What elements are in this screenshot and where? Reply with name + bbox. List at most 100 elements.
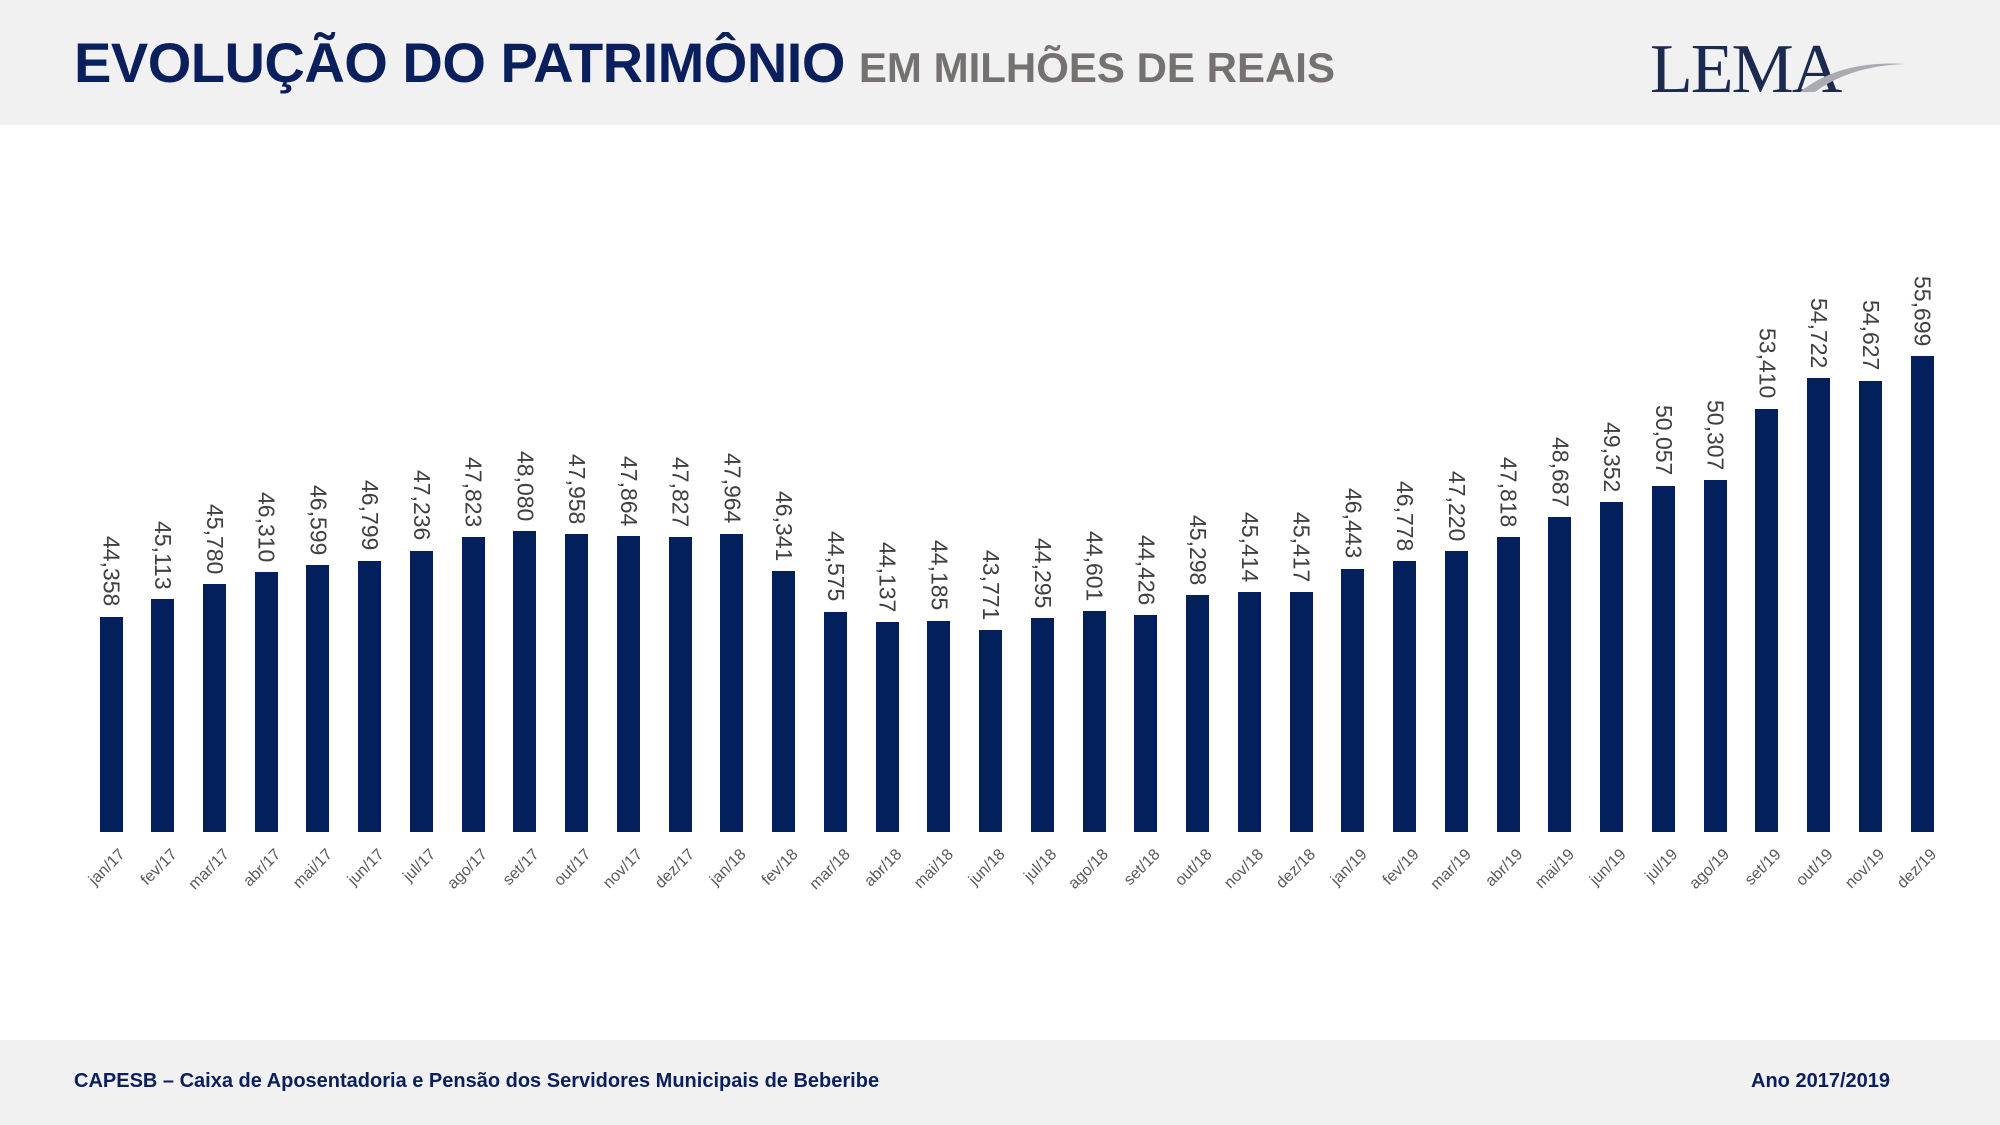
x-tick-label: set/19 (1741, 846, 1785, 889)
data-label: 47,964 (719, 453, 746, 524)
data-label: 44,426 (1133, 534, 1160, 606)
bar-dez-19 (1910, 355, 1934, 832)
data-label: 50,307 (1702, 399, 1729, 470)
x-tick-label: jan/19 (1328, 846, 1371, 889)
data-label: 47,958 (564, 453, 591, 524)
data-label: 43,771 (978, 549, 1005, 621)
x-tick-label: dez/19 (1894, 846, 1941, 892)
bar-set-19 (1755, 408, 1779, 832)
bar-mar-19 (1444, 550, 1468, 832)
bar-mai-18 (927, 620, 951, 832)
bar-dez-18 (1289, 592, 1313, 832)
bar-abr-18 (875, 621, 899, 832)
bar-abr-19 (1496, 537, 1520, 832)
bar-abr-17 (254, 571, 278, 832)
data-label: 44,601 (1081, 530, 1108, 602)
x-tick-label: ago/19 (1686, 846, 1734, 893)
bar-jun-17 (358, 560, 382, 832)
data-label: 47,823 (460, 456, 487, 528)
bar-ago-17 (461, 537, 485, 832)
logo-text: LEMA (1650, 31, 1842, 108)
bar-dez-17 (668, 536, 692, 832)
bar-out-19 (1807, 378, 1830, 832)
data-label: 47,864 (615, 455, 642, 527)
bar-jan-19 (1341, 568, 1365, 832)
x-tick-label: mar/19 (1427, 846, 1475, 894)
x-tick-label: mar/17 (185, 846, 233, 894)
x-tick-label: jun/19 (1586, 846, 1630, 889)
x-tick-label: out/17 (551, 846, 595, 890)
data-label: 49,352 (1599, 421, 1626, 492)
data-label: 54,722 (1806, 298, 1832, 369)
x-tick-label: jan/18 (707, 846, 750, 889)
x-tick-label: jul/18 (1021, 846, 1061, 886)
bar-jul-18 (1030, 618, 1054, 832)
data-label: 44,137 (874, 541, 901, 612)
footer: CAPESB – Caixa de Aposentadoria e Pensão… (0, 1040, 2000, 1125)
data-label: 44,185 (926, 540, 953, 611)
bar-nov-19 (1858, 380, 1882, 832)
bar-jul-19 (1651, 485, 1675, 832)
data-label: 54,627 (1857, 300, 1884, 371)
x-tick-label: ago/17 (444, 846, 492, 893)
data-label: 47,818 (1495, 456, 1522, 528)
bar-nov-17 (616, 536, 640, 832)
bar-jun-19 (1600, 501, 1624, 832)
data-label: 50,057 (1650, 405, 1677, 476)
x-tick-label: mai/18 (910, 846, 957, 892)
x-tick-label: mai/19 (1531, 846, 1578, 892)
x-tick-label: fev/18 (758, 846, 802, 889)
bar-out-17 (565, 533, 589, 832)
data-label: 47,220 (1443, 470, 1470, 541)
bar-chart: 44,358 jan/17 45,113 fev/17 45,780 mar/17 46,3… (0, 125, 2000, 1040)
logo-swoosh-icon (1800, 63, 1905, 92)
bar-mai-19 (1548, 517, 1572, 832)
bar-jan-18 (720, 533, 744, 832)
bar-mar-18 (823, 611, 847, 832)
data-label: 47,827 (667, 456, 694, 527)
x-tick-label: out/19 (1793, 846, 1837, 890)
x-tick-label: nov/17 (600, 846, 647, 892)
x-tick-label: dez/18 (1273, 846, 1320, 892)
x-tick-label: jun/18 (965, 846, 1009, 889)
data-label: 44,295 (1029, 537, 1056, 609)
x-tick-label: fev/17 (137, 846, 181, 889)
x-tick-label: abr/17 (240, 846, 285, 891)
bar-mai-17 (306, 565, 330, 832)
data-label: 46,778 (1392, 480, 1419, 552)
data-label: 45,298 (1185, 514, 1212, 586)
x-tick-label: jul/19 (1642, 846, 1682, 886)
lema-logo: LEMA (1650, 30, 1910, 110)
footer-institution: CAPESB – Caixa de Aposentadoria e Pensão… (74, 1070, 880, 1092)
data-label: 55,699 (1909, 275, 1936, 346)
data-label: 45,113 (150, 520, 177, 590)
title-main: EVOLUÇÃO DO PATRIMÔNIO (74, 31, 845, 94)
x-tick-label: nov/19 (1842, 846, 1889, 892)
x-tick-label: set/18 (1121, 846, 1164, 889)
data-label: 46,599 (305, 484, 332, 556)
x-tick-label: ago/18 (1065, 846, 1113, 893)
header: EVOLUÇÃO DO PATRIMÔNIO EM MILHÕES DE REAI… (0, 0, 2000, 125)
bar-out-18 (1186, 595, 1210, 832)
bar-nov-18 (1237, 592, 1261, 832)
x-tick-label: abr/19 (1481, 846, 1527, 891)
bar-fev-19 (1393, 561, 1417, 832)
bar-set-17 (513, 531, 537, 832)
data-label: 46,799 (357, 480, 384, 551)
x-tick-label: dez/17 (652, 846, 699, 892)
data-label: 46,341 (771, 490, 798, 562)
title-subtitle: EM MILHÕES DE REAIS (858, 44, 1335, 91)
bar-fev-18 (772, 571, 796, 832)
page-title: EVOLUÇÃO DO PATRIMÔNIO EM MILHÕES DE REAI… (74, 30, 1335, 95)
bar-jul-17 (409, 550, 433, 832)
bar-ago-18 (1082, 611, 1106, 832)
data-label: 45,417 (1288, 512, 1315, 583)
data-label: 44,358 (98, 536, 125, 607)
x-tick-label: fev/19 (1379, 846, 1423, 889)
bar-jun-18 (979, 630, 1003, 832)
bar-fev-17 (151, 599, 175, 832)
x-tick-label: set/17 (500, 846, 543, 889)
data-label: 45,414 (1236, 512, 1263, 583)
data-label: 44,575 (822, 531, 849, 602)
data-label: 45,780 (201, 503, 228, 575)
